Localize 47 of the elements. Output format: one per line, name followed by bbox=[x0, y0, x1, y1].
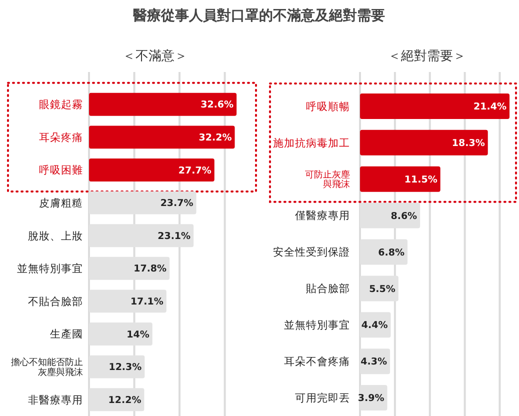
y-tick-label: 並無特別事宜 bbox=[284, 318, 350, 332]
chart-subtitle: ＜不滿意＞ bbox=[122, 49, 188, 64]
bar bbox=[89, 92, 237, 116]
y-tick-label: 耳朵疼痛 bbox=[39, 130, 83, 144]
data-label: 17.8% bbox=[134, 264, 168, 275]
y-tick-label: 貼合臉部 bbox=[306, 282, 350, 296]
data-label: 17.1% bbox=[130, 296, 164, 308]
y-tick-label: 眼鏡起霧 bbox=[39, 98, 83, 112]
data-label: 32.2% bbox=[198, 132, 232, 144]
chart-subtitle: ＜絕對需要＞ bbox=[388, 49, 466, 64]
y-tick-label: 耳朵不會疼痛 bbox=[284, 355, 350, 368]
data-label: 12.2% bbox=[108, 394, 142, 406]
data-label: 32.6% bbox=[200, 100, 234, 111]
data-label: 23.1% bbox=[158, 230, 192, 242]
y-tick-label: 擔心不知能否防止灰塵與飛沫 bbox=[11, 357, 83, 378]
data-label: 23.7% bbox=[160, 198, 194, 210]
bar bbox=[89, 158, 214, 182]
data-label: 6.8% bbox=[378, 247, 405, 258]
data-label: 18.3% bbox=[452, 138, 486, 149]
bar bbox=[360, 93, 510, 119]
y-tick-label: 生產國 bbox=[50, 328, 83, 341]
data-label: 14% bbox=[126, 329, 150, 340]
data-label: 4.4% bbox=[361, 320, 388, 332]
data-label: 4.3% bbox=[360, 356, 388, 368]
bar bbox=[89, 126, 235, 149]
data-label: 27.7% bbox=[178, 165, 212, 176]
y-tick-label: 安全性受到保證 bbox=[273, 246, 350, 259]
data-label: 12.3% bbox=[108, 362, 142, 374]
y-tick-label: 可用完即丟 bbox=[295, 391, 350, 404]
y-tick-label: 僅醫療專用 bbox=[295, 209, 350, 222]
data-label: 8.6% bbox=[390, 210, 418, 222]
data-label: 21.4% bbox=[474, 102, 507, 113]
data-label: 3.9% bbox=[358, 393, 385, 404]
bar bbox=[360, 130, 488, 156]
y-tick-label: 施加抗病毒加工 bbox=[273, 136, 350, 150]
y-tick-label: 呼吸順暢 bbox=[306, 100, 350, 113]
chart-title: 醫療從事人員對口罩的不滿意及絕對需要 bbox=[132, 7, 385, 24]
y-tick-label: 皮膚粗糙 bbox=[39, 196, 83, 210]
y-tick-label: 並無特別事宜 bbox=[17, 262, 83, 276]
bar bbox=[360, 166, 440, 192]
y-tick-label: 脫妝、上妝 bbox=[28, 229, 83, 242]
y-tick-label: 呼吸困難 bbox=[39, 164, 83, 177]
y-tick-label: 可防止灰塵與飛沫 bbox=[305, 169, 350, 190]
y-tick-label: 非醫療專用 bbox=[28, 393, 83, 406]
data-label: 5.5% bbox=[369, 284, 396, 295]
data-label: 11.5% bbox=[404, 174, 438, 186]
y-tick-label: 不貼合臉部 bbox=[28, 294, 83, 308]
